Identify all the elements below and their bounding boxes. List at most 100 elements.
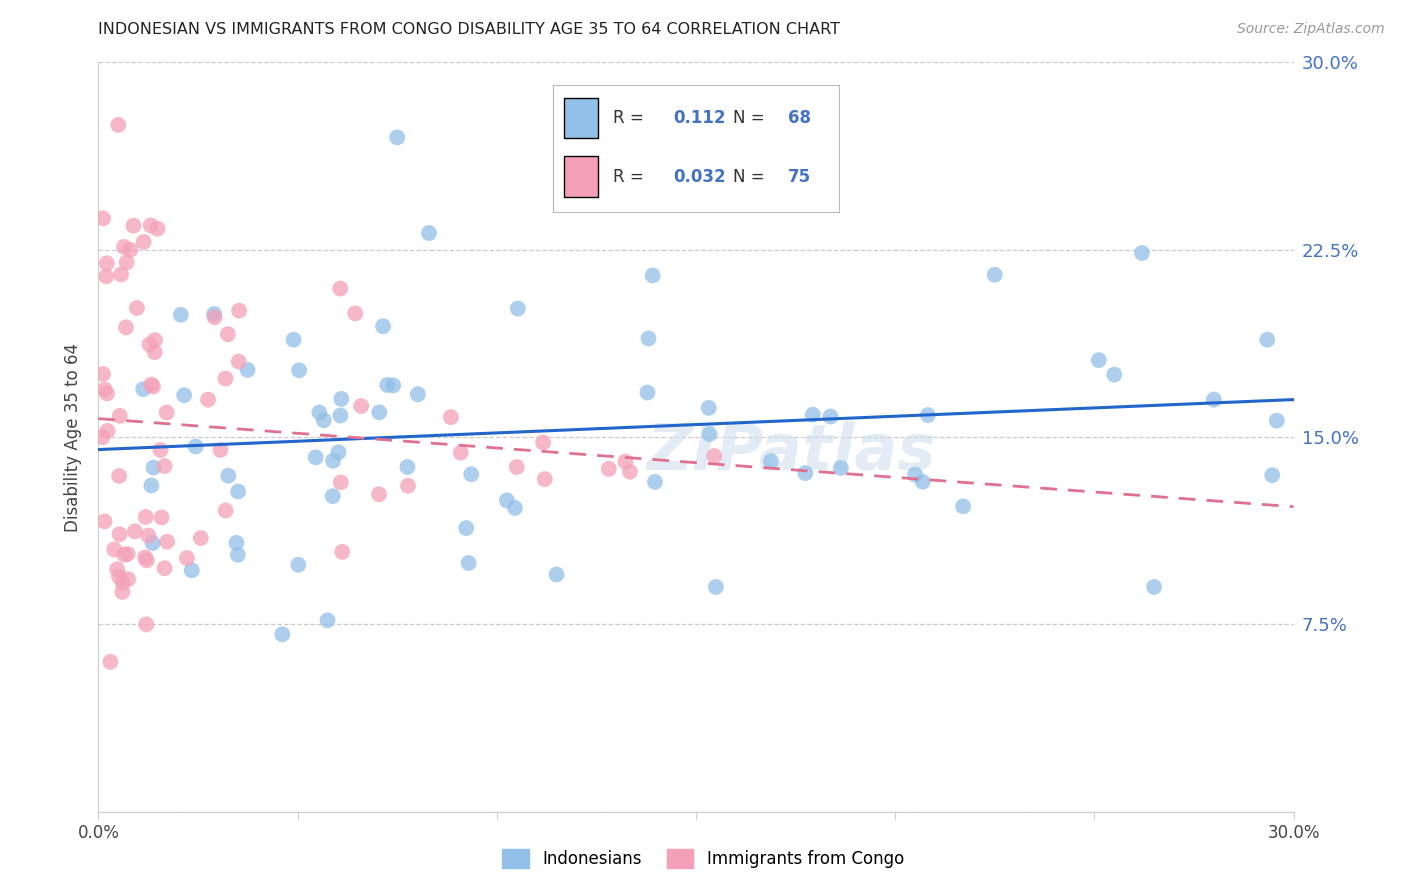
Point	[952, 500, 974, 514]
Point	[904, 467, 927, 482]
Point	[794, 466, 817, 480]
Y-axis label: Disability Age 35 to 64: Disability Age 35 to 64	[65, 343, 83, 532]
Point	[329, 281, 352, 295]
Point	[665, 168, 688, 182]
Point	[146, 221, 169, 235]
Point	[108, 569, 131, 583]
Point	[135, 617, 157, 632]
Point	[112, 240, 135, 254]
Point	[132, 382, 155, 396]
Point	[228, 303, 250, 318]
Point	[917, 408, 939, 422]
Point	[103, 542, 125, 557]
Point	[368, 487, 391, 501]
Point	[91, 430, 114, 444]
Point	[170, 308, 193, 322]
Point	[1202, 392, 1225, 407]
Point	[820, 409, 842, 424]
Point	[124, 524, 146, 539]
Point	[1265, 414, 1288, 428]
Point	[150, 510, 173, 524]
Point	[288, 363, 311, 377]
Point	[139, 219, 162, 233]
Point	[93, 514, 115, 528]
Point	[98, 655, 122, 669]
Point	[115, 320, 138, 334]
Point	[1143, 580, 1166, 594]
Point	[96, 386, 118, 401]
Point	[350, 399, 373, 413]
Point	[450, 446, 472, 460]
Text: INDONESIAN VS IMMIGRANTS FROM CONGO DISABILITY AGE 35 TO 64 CORRELATION CHART: INDONESIAN VS IMMIGRANTS FROM CONGO DISA…	[98, 22, 841, 37]
Point	[115, 255, 138, 269]
Point	[217, 468, 239, 483]
Point	[108, 527, 131, 541]
Point	[283, 333, 305, 347]
Point	[132, 235, 155, 249]
Point	[156, 405, 179, 419]
Point	[141, 478, 163, 492]
Point	[533, 472, 555, 486]
Point	[312, 413, 335, 427]
Point	[1261, 468, 1284, 483]
Point	[418, 226, 440, 240]
Point	[697, 401, 720, 415]
Point	[236, 363, 259, 377]
Point	[142, 536, 165, 550]
Point	[385, 130, 409, 145]
Point	[108, 409, 131, 423]
Point	[91, 211, 114, 226]
Point	[228, 354, 250, 368]
Point	[984, 268, 1007, 282]
Point	[184, 440, 207, 454]
Point	[209, 442, 232, 457]
Point	[180, 563, 202, 577]
Point	[96, 269, 118, 284]
Point	[214, 371, 236, 385]
Point	[117, 572, 139, 586]
Point	[396, 459, 419, 474]
Point	[214, 503, 236, 517]
Point	[105, 562, 128, 576]
Point	[122, 219, 145, 233]
Point	[308, 405, 330, 419]
Point	[911, 475, 934, 489]
Point	[190, 531, 212, 545]
Point	[173, 388, 195, 402]
Legend: Indonesians, Immigrants from Congo: Indonesians, Immigrants from Congo	[495, 842, 911, 875]
Point	[1087, 353, 1109, 368]
Point	[382, 378, 405, 392]
Point	[371, 319, 394, 334]
Point	[1104, 368, 1126, 382]
Point	[636, 385, 658, 400]
Point	[328, 445, 350, 459]
Point	[329, 475, 352, 490]
Point	[641, 268, 664, 283]
Point	[141, 377, 163, 392]
Text: ZIPatlas: ZIPatlas	[647, 421, 936, 483]
Point	[153, 561, 176, 575]
Point	[375, 378, 398, 392]
Point	[138, 337, 160, 351]
Point	[330, 392, 353, 406]
Point	[204, 310, 226, 325]
Point	[305, 450, 328, 465]
Point	[271, 627, 294, 641]
Point	[96, 256, 118, 270]
Point	[619, 465, 641, 479]
Point	[330, 545, 353, 559]
Point	[614, 454, 637, 468]
Point	[316, 613, 339, 627]
Point	[406, 387, 429, 401]
Point	[107, 118, 129, 132]
Point	[699, 427, 721, 442]
Point	[440, 410, 463, 425]
Point	[94, 383, 117, 397]
Point	[396, 479, 419, 493]
Point	[1256, 333, 1278, 347]
Point	[110, 268, 132, 282]
Point	[202, 307, 225, 321]
Point	[226, 484, 249, 499]
Point	[142, 460, 165, 475]
Point	[134, 550, 156, 565]
